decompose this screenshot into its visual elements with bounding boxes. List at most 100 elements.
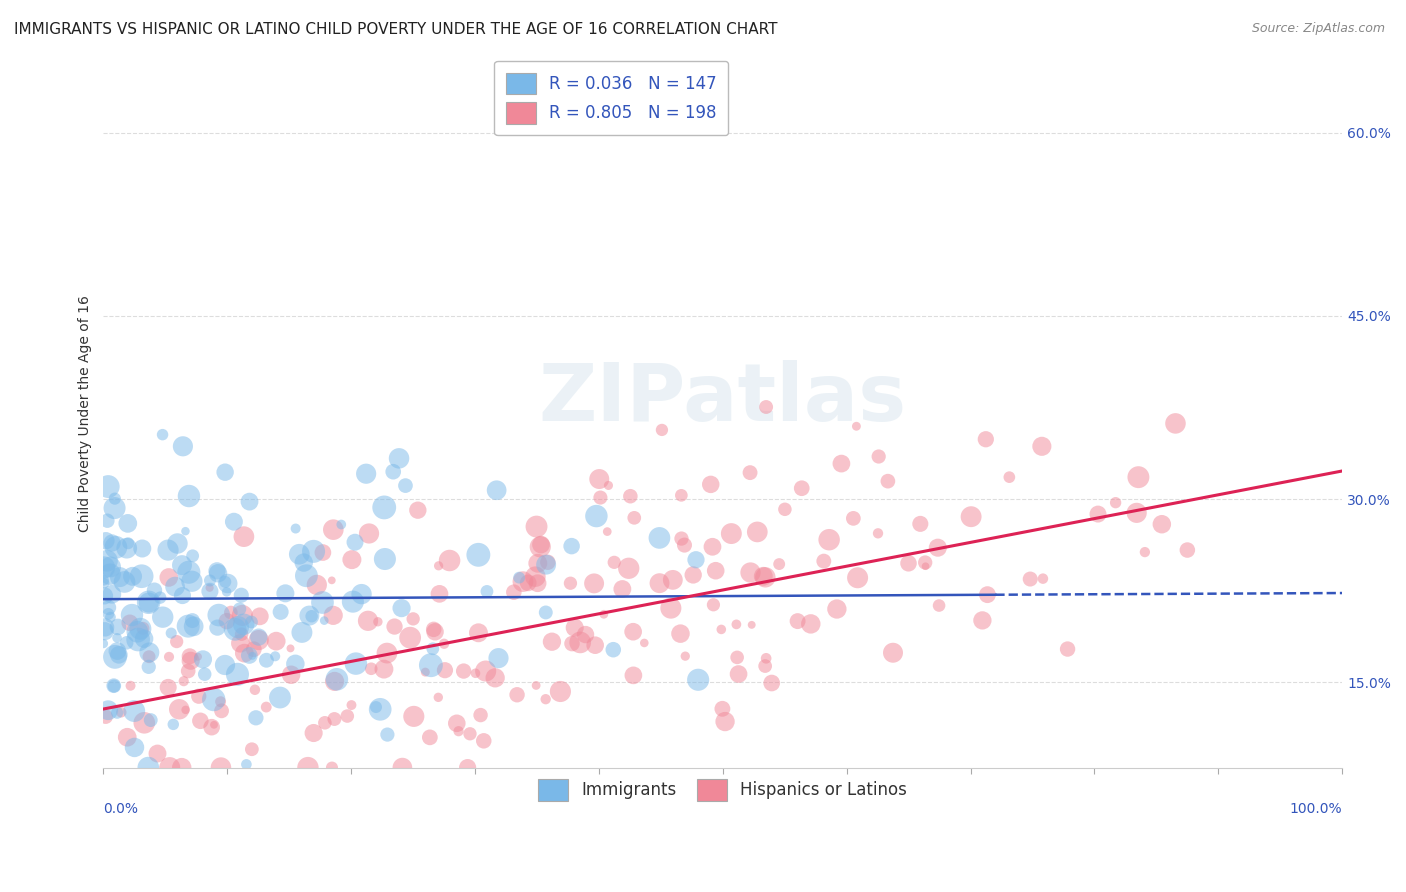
Point [179,649,201,664]
Point [998,470,1021,484]
Point [323,712,346,726]
Point [291,625,314,640]
Point [704,564,727,578]
Point [711,702,734,716]
Point [295,568,318,582]
Point [321,574,343,588]
Point [702,598,724,612]
Point [720,526,742,541]
Point [651,423,673,437]
Point [714,714,737,729]
Point [122,704,145,718]
Point [470,708,492,723]
Point [377,728,399,742]
Point [240,742,263,756]
Point [94,620,117,634]
Point [399,631,422,645]
Point [419,731,441,745]
Point [488,651,510,665]
Point [232,617,254,632]
Point [508,571,530,585]
Point [583,638,606,652]
Point [662,573,685,587]
Point [94,533,117,548]
Point [132,621,155,635]
Point [247,630,270,644]
Point [214,465,236,479]
Point [138,649,160,664]
Point [292,556,315,570]
Point [120,679,142,693]
Point [429,587,451,601]
Point [97,479,120,493]
Point [180,574,202,589]
Point [93,574,115,588]
Point [231,588,253,602]
Point [842,511,865,525]
Point [231,627,253,641]
Point [228,602,250,616]
Point [474,664,496,678]
Point [974,432,997,446]
Text: ZIPatlas: ZIPatlas [538,360,907,439]
Point [249,609,271,624]
Point [98,567,121,582]
Point [360,662,382,676]
Point [786,614,808,628]
Point [526,519,548,533]
Point [1032,572,1054,586]
Point [108,570,131,584]
Point [254,700,277,714]
Point [673,649,696,664]
Point [181,549,204,563]
Point [1019,572,1042,586]
Point [100,560,122,574]
Point [910,516,932,531]
Point [427,558,450,573]
Point [485,483,508,498]
Point [526,576,548,591]
Point [467,548,489,562]
Point [127,624,149,639]
Text: 0.0%: 0.0% [104,802,138,815]
Point [208,608,231,623]
Point [340,698,363,712]
Point [1150,517,1173,532]
Point [243,682,266,697]
Point [214,657,236,672]
Point [561,539,583,553]
Point [350,587,373,601]
Point [702,540,724,554]
Text: Source: ZipAtlas.com: Source: ZipAtlas.com [1251,22,1385,36]
Point [233,646,256,660]
Point [517,575,540,590]
Point [475,584,498,599]
Point [107,620,129,634]
Point [105,631,128,645]
Point [247,633,270,648]
Point [1175,543,1198,558]
Point [132,632,155,646]
Point [671,488,693,502]
Point [583,576,606,591]
Point [288,547,311,561]
Point [373,500,395,515]
Point [589,491,612,505]
Point [388,451,411,466]
Point [394,478,416,492]
Point [269,690,291,705]
Point [139,713,162,727]
Point [700,477,723,491]
Point [104,491,127,506]
Point [254,653,277,667]
Point [527,556,550,570]
Point [529,540,551,554]
Point [211,704,233,718]
Point [773,502,796,516]
Point [384,619,406,633]
Point [688,673,710,687]
Point [170,761,193,775]
Point [201,720,224,734]
Point [741,618,763,632]
Point [198,584,221,599]
